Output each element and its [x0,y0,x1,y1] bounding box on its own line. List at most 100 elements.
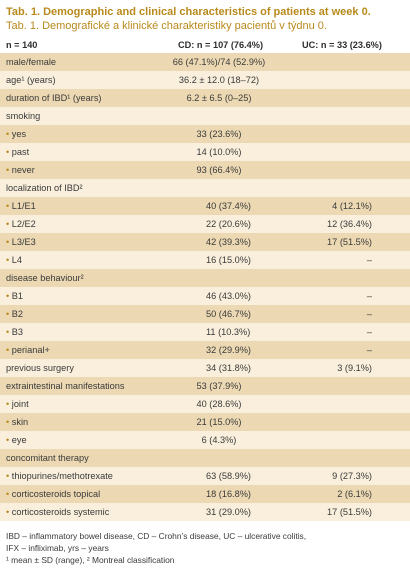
table-body: male/female 66 (47.1%)/74 (52.9%) age¹ (ye… [0,53,410,521]
table-footnote: IBD – inflammatory bowel disease, CD – C… [6,530,404,566]
table-row: age¹ (years) 36.2 ± 12.0 (18–72) [0,71,410,89]
row-label-text: duration of IBD¹ (years) [6,93,102,103]
row-label-text: previous surgery [6,363,74,373]
table-row: smoking [0,107,410,125]
table-row: extraintestinal manifestations 53 (37.9%) [0,377,410,395]
row-value-total: 6 (4.3%) [201,435,237,445]
row-label-text: extraintestinal manifestations [6,381,125,391]
table-row: concomitant therapy [0,449,410,467]
header-cd: CD: n = 107 (76.4%) [178,40,264,50]
row-label-text: past [11,147,30,157]
row-value-total: 53 (37.9%) [196,381,242,391]
row-label: previous surgery [6,359,74,377]
row-label-text: age¹ (years) [6,75,56,85]
row-value-uc: – [366,255,372,265]
row-label: extraintestinal manifestations [6,377,124,395]
bullet-icon: • [6,147,12,157]
row-label-text: smoking [6,111,41,121]
bullet-icon: • [6,435,12,445]
table-row: • perianal+ 32 (29.9%) – [0,341,410,359]
table-row: • never 93 (66.4%) [0,161,410,179]
table-row: • B1 46 (43.0%) – [0,287,410,305]
row-label-text: L2/E2 [11,219,36,229]
bullet-icon: • [6,327,12,337]
bullet-icon: • [6,345,12,355]
row-label: • L3/E3 [6,233,36,251]
row-value-total: 21 (15.0%) [196,417,242,427]
row-label: smoking [6,107,40,125]
row-label-text: skin [11,417,29,427]
table-row: • corticosteroids topical 18 (16.8%) 2 (6.… [0,485,410,503]
bullet-icon: • [6,489,12,499]
table-row: • L1/E1 40 (37.4%) 4 (12.1%) [0,197,410,215]
row-value-uc: 17 (51.5%) [327,507,372,517]
row-label-text: disease behaviour² [6,273,84,283]
row-label: • L1/E1 [6,197,36,215]
row-value-cd: 50 (46.7%) [206,309,251,319]
row-value-cd: 42 (39.3%) [206,237,251,247]
row-label: • past [6,143,29,161]
row-value-total: 36.2 ± 12.0 (18–72) [178,75,260,85]
table-row: • skin 21 (15.0%) [0,413,410,431]
row-label: disease behaviour² [6,269,84,287]
footnote-line: ¹ mean ± SD (range), ² Montreal classifi… [6,555,175,565]
row-label: • B2 [6,305,23,323]
row-label: age¹ (years) [6,71,56,89]
row-label: • skin [6,413,28,431]
row-label: male/female [6,53,56,71]
row-label-text: B2 [11,309,24,319]
row-label-text: L3/E3 [11,237,36,247]
row-label: • corticosteroids topical [6,485,100,503]
bullet-icon: • [6,507,12,517]
bullet-icon: • [6,129,12,139]
bullet-icon: • [6,471,12,481]
row-value-uc: 9 (27.3%) [332,471,372,481]
row-value-cd: 34 (31.8%) [206,363,251,373]
table-row: • eye 6 (4.3%) [0,431,410,449]
bullet-icon: • [6,201,12,211]
row-label-text: corticosteroids systemic [11,507,110,517]
bullet-icon: • [6,255,12,265]
footnote-line: IFX – infliximab, yrs – years [6,543,109,553]
characteristics-table: n = 140 CD: n = 107 (76.4%) UC: n = 33 (… [0,37,410,521]
bullet-icon: • [6,309,12,319]
table-subtitle: Tab. 1. Demografické a klinické charakte… [6,20,327,32]
row-label: • perianal+ [6,341,50,359]
row-value-cd: 46 (43.0%) [206,291,251,301]
row-label: • joint [6,395,29,413]
row-label: • thiopurines/methotrexate [6,467,113,485]
row-label-text: localization of IBD² [6,183,83,193]
bullet-icon: • [6,237,12,247]
table-header-row: n = 140 CD: n = 107 (76.4%) UC: n = 33 (… [0,37,410,53]
table-row: • L3/E3 42 (39.3%) 17 (51.5%) [0,233,410,251]
row-label: duration of IBD¹ (years) [6,89,101,107]
row-label-text: joint [11,399,29,409]
row-value-total: 40 (28.6%) [196,399,242,409]
table-row: • yes 33 (23.6%) [0,125,410,143]
bullet-icon: • [6,165,12,175]
bullet-icon: • [6,219,12,229]
row-value-cd: 18 (16.8%) [206,489,251,499]
table-row: • thiopurines/methotrexate 63 (58.9%) 9 (2… [0,467,410,485]
row-value-uc: – [366,345,372,355]
row-value-cd: 63 (58.9%) [206,471,251,481]
table-row: • past 14 (10.0%) [0,143,410,161]
table-row: • B3 11 (10.3%) – [0,323,410,341]
row-value-uc: 3 (9.1%) [337,363,372,373]
row-label: • eye [6,431,27,449]
row-label-text: eye [11,435,27,445]
header-n: n = 140 [6,40,38,50]
row-value-cd: 31 (29.0%) [206,507,251,517]
bullet-icon: • [6,291,12,301]
row-label-text: concomitant therapy [6,453,89,463]
row-value-uc: – [366,309,372,319]
row-value-uc: – [366,327,372,337]
table-row: localization of IBD² [0,179,410,197]
row-label: localization of IBD² [6,179,83,197]
row-label: • corticosteroids systemic [6,503,109,521]
row-value-cd: 40 (37.4%) [206,201,251,211]
row-label-text: thiopurines/methotrexate [11,471,113,481]
table-row: male/female 66 (47.1%)/74 (52.9%) [0,53,410,71]
row-label-text: male/female [6,57,57,67]
